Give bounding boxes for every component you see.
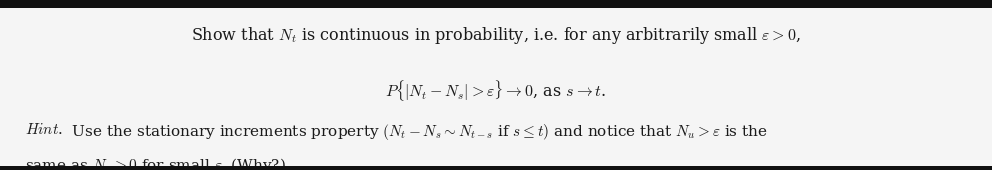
- Text: same as $N_u > 0$ for small $\varepsilon$. (Why?): same as $N_u > 0$ for small $\varepsilon…: [25, 156, 286, 170]
- Text: $P\{|N_t - N_s| > \varepsilon\} \rightarrow 0$, as $s \rightarrow t$.: $P\{|N_t - N_s| > \varepsilon\} \rightar…: [386, 78, 606, 103]
- Text: Show that $N_t$ is continuous in probability, i.e. for any arbitrarily small $\v: Show that $N_t$ is continuous in probabi…: [191, 26, 801, 47]
- Text: Use the stationary increments property $(N_t - N_s \sim N_{t-s}$ if $s \leq t)$ : Use the stationary increments property $…: [67, 122, 768, 142]
- Text: $\mathit{Hint}$.: $\mathit{Hint}$.: [25, 122, 62, 137]
